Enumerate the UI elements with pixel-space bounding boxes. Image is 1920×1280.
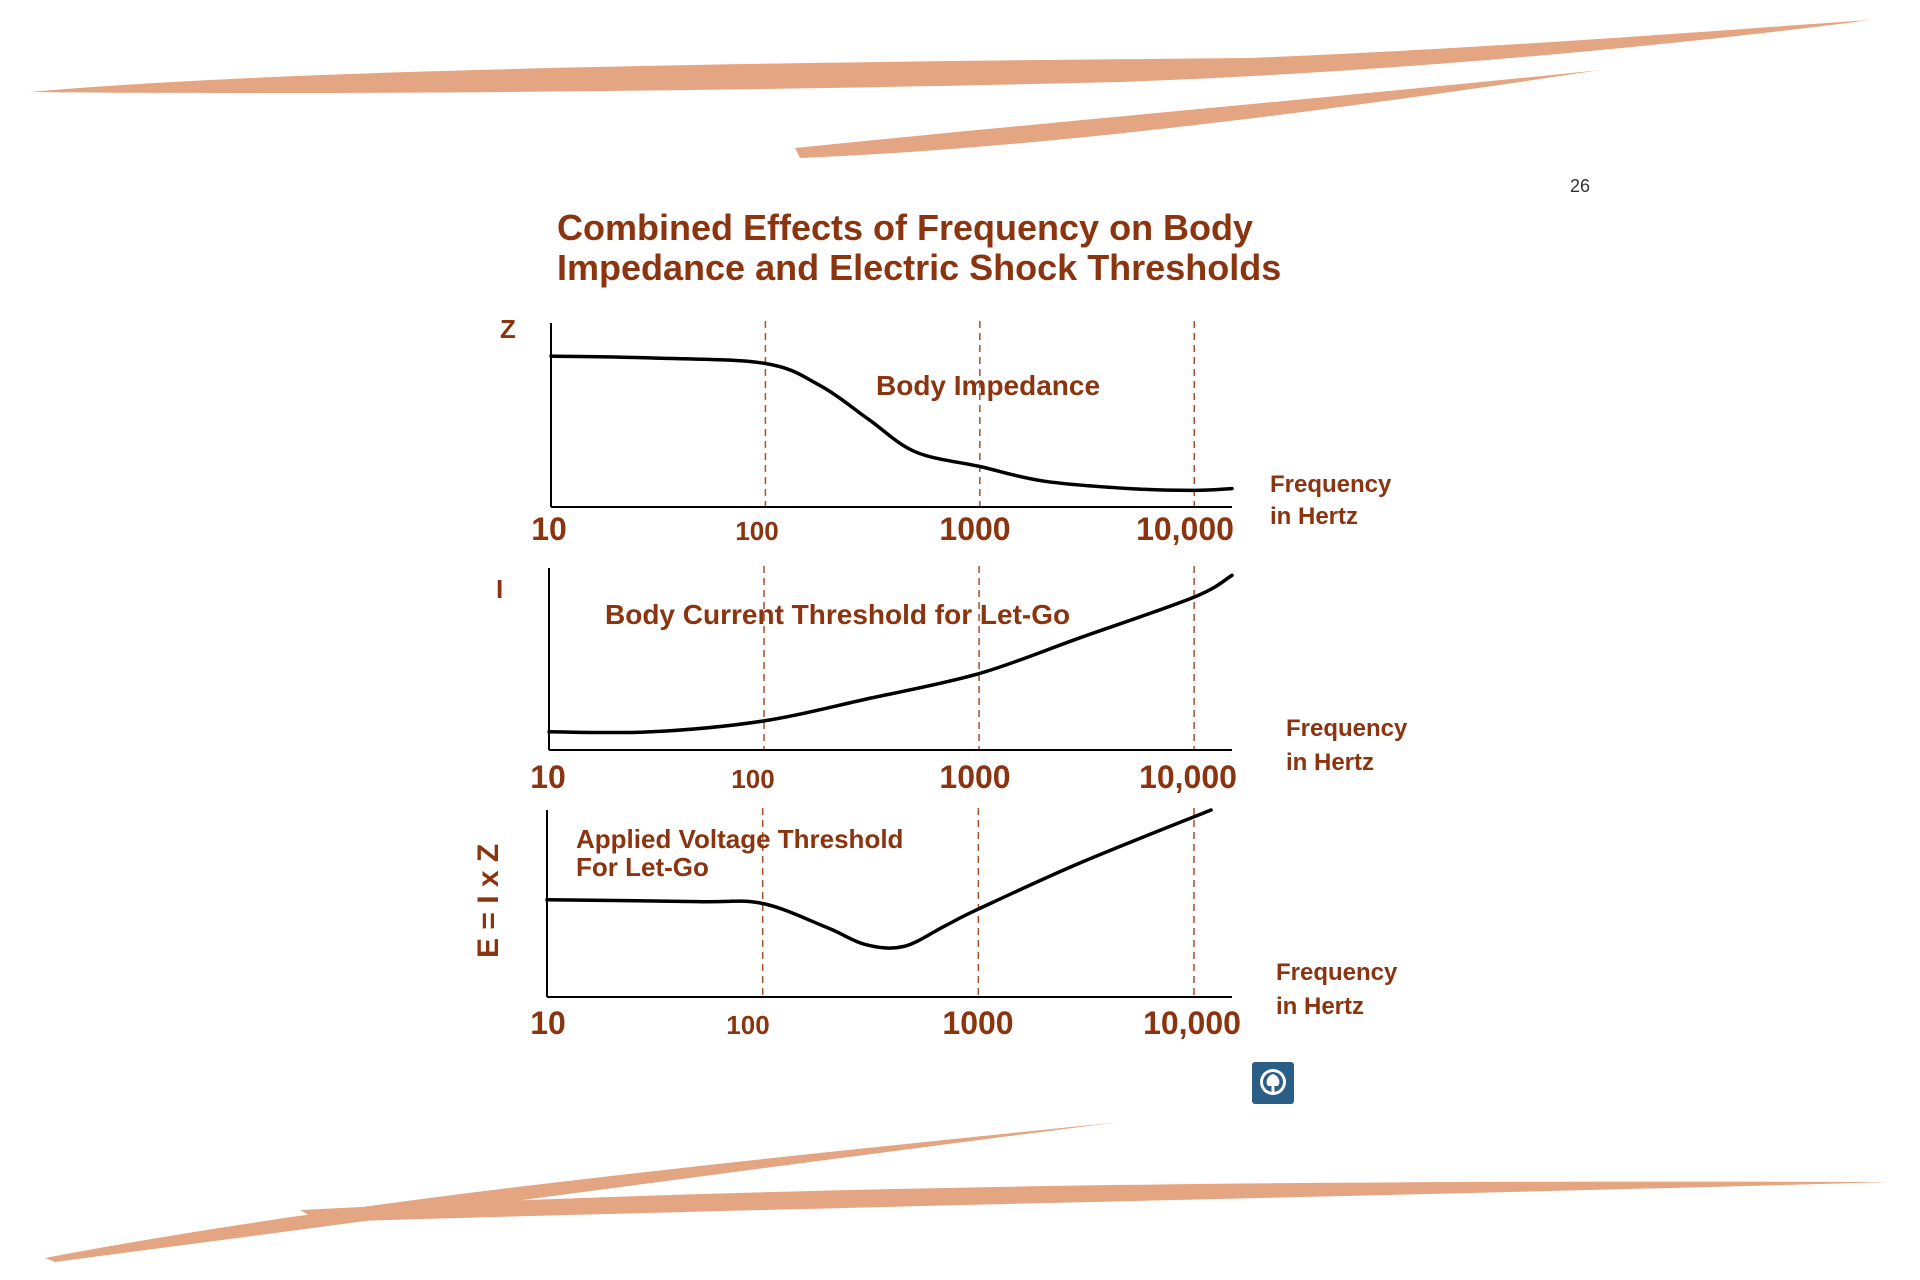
brush-decoration-top	[30, 20, 1870, 158]
current-x-tick-label: 10	[530, 759, 566, 795]
voltage-x-label-line-1: Frequency	[1276, 959, 1398, 986]
voltage-annotation-line-2: For Let-Go	[576, 852, 709, 882]
current-y-label: I	[496, 574, 503, 604]
voltage-x-tick-label: 100	[726, 1010, 769, 1040]
voltage-x-tick-label: 10	[530, 1005, 566, 1041]
current-gridlines	[763, 566, 1195, 750]
slide-number: 26	[1570, 176, 1590, 196]
current-panel: 10 100 1000 10,000 I Body Current Threshold…	[496, 566, 1408, 795]
voltage-x-tick-labels: 10 100 1000 10,000	[530, 1005, 1241, 1041]
voltage-curve	[545, 808, 1213, 950]
voltage-x-tick-label: 1000	[942, 1005, 1013, 1041]
voltage-panel: 10 100 1000 10,000 E = I x Z Applied Voltag…	[472, 808, 1398, 1041]
current-annotation: Body Current Threshold for Let-Go	[605, 599, 1070, 630]
voltage-annotation-line-1: Applied Voltage Threshold	[576, 824, 903, 854]
current-x-label-line-1: Frequency	[1286, 715, 1408, 742]
impedance-y-label: Z	[500, 314, 516, 344]
impedance-x-label-line-1: Frequency	[1270, 471, 1392, 498]
impedance-annotation: Body Impedance	[876, 370, 1100, 401]
impedance-x-tick-label: 10	[531, 511, 567, 547]
voltage-gridlines	[761, 808, 1195, 997]
current-x-tick-labels: 10 100 1000 10,000	[530, 759, 1237, 795]
current-x-tick-label: 1000	[939, 759, 1010, 795]
impedance-curve	[549, 354, 1234, 493]
impedance-x-tick-label: 1000	[939, 511, 1010, 547]
brush-decoration-bottom	[45, 1122, 1890, 1262]
chart-title-line-1: Combined Effects of Frequency on Body	[557, 207, 1253, 248]
current-x-label-line-2: in Hertz	[1286, 749, 1374, 776]
impedance-panel: 10 100 1000 10,000 Z Body Impedance Frequen…	[500, 314, 1392, 547]
current-x-tick-label: 100	[731, 764, 774, 794]
current-x-tick-label: 10,000	[1139, 759, 1237, 795]
chart-title-line-2: Impedance and Electric Shock Thresholds	[557, 247, 1281, 288]
impedance-x-tick-label: 100	[735, 516, 778, 546]
impedance-x-label-line-2: in Hertz	[1270, 503, 1358, 530]
tree-emblem-icon	[1252, 1062, 1294, 1104]
voltage-x-tick-label: 10,000	[1143, 1005, 1241, 1041]
impedance-x-tick-labels: 10 100 1000 10,000	[531, 511, 1234, 547]
current-curve	[547, 573, 1234, 735]
impedance-gridlines	[764, 321, 1195, 507]
voltage-y-label: E = I x Z	[472, 844, 505, 958]
impedance-x-tick-label: 10,000	[1136, 511, 1234, 547]
voltage-x-label-line-2: in Hertz	[1276, 993, 1364, 1020]
